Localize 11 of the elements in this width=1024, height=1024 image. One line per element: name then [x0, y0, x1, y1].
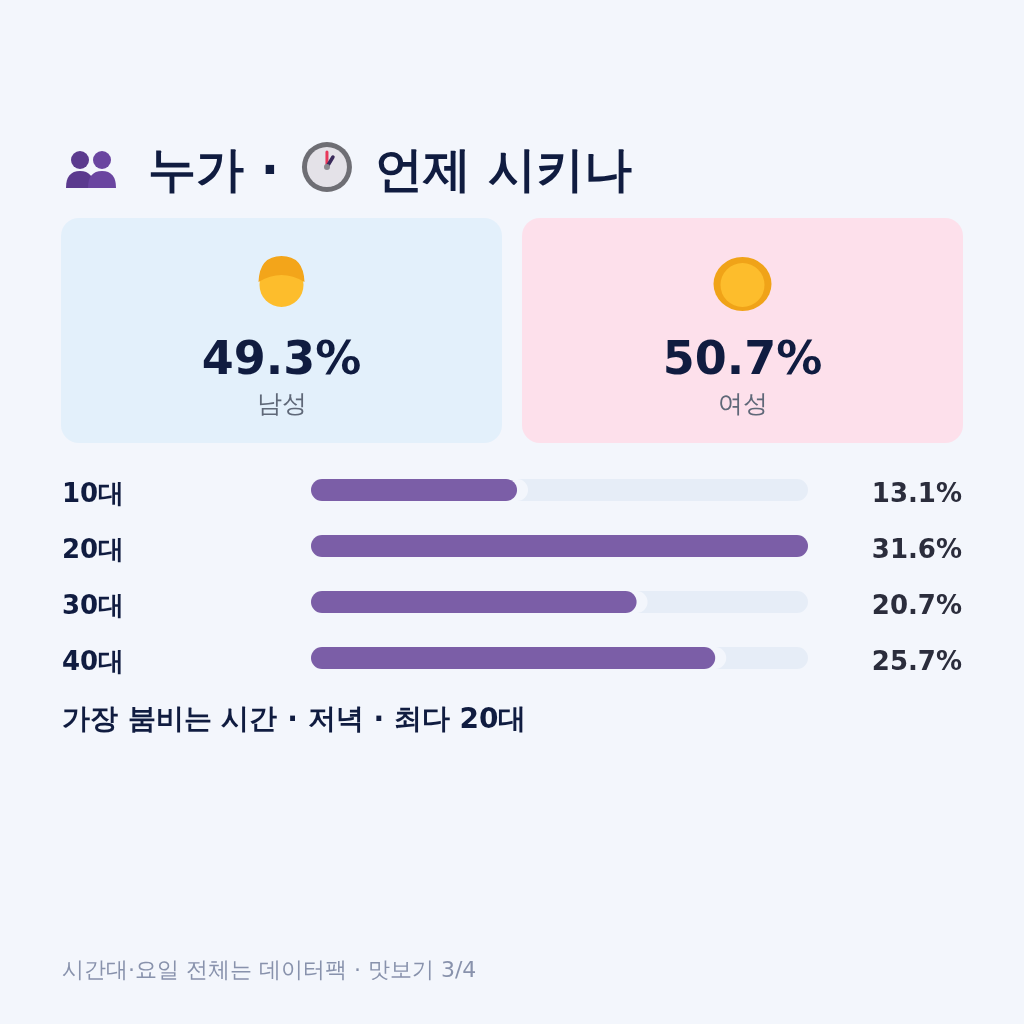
data-label: 20.7%	[871, 590, 962, 620]
data-label: 13.1%	[871, 478, 962, 508]
y-tick-label: 10대	[62, 478, 125, 508]
y-tick-label: 40대	[62, 646, 125, 676]
text: 가장 붐비는 시간 · 저녁 · 최다 20대	[62, 702, 527, 735]
text: 시간대·요일 전체는 데이터팩 · 맛보기 3/4	[62, 957, 477, 982]
y-tick-label: 30대	[62, 590, 125, 620]
chart-title: 누가 · 언제 시키나	[148, 141, 632, 197]
data-label: 25.7%	[871, 646, 962, 676]
y-tick-label: 20대	[62, 534, 125, 564]
data-label: 31.6%	[871, 534, 962, 564]
